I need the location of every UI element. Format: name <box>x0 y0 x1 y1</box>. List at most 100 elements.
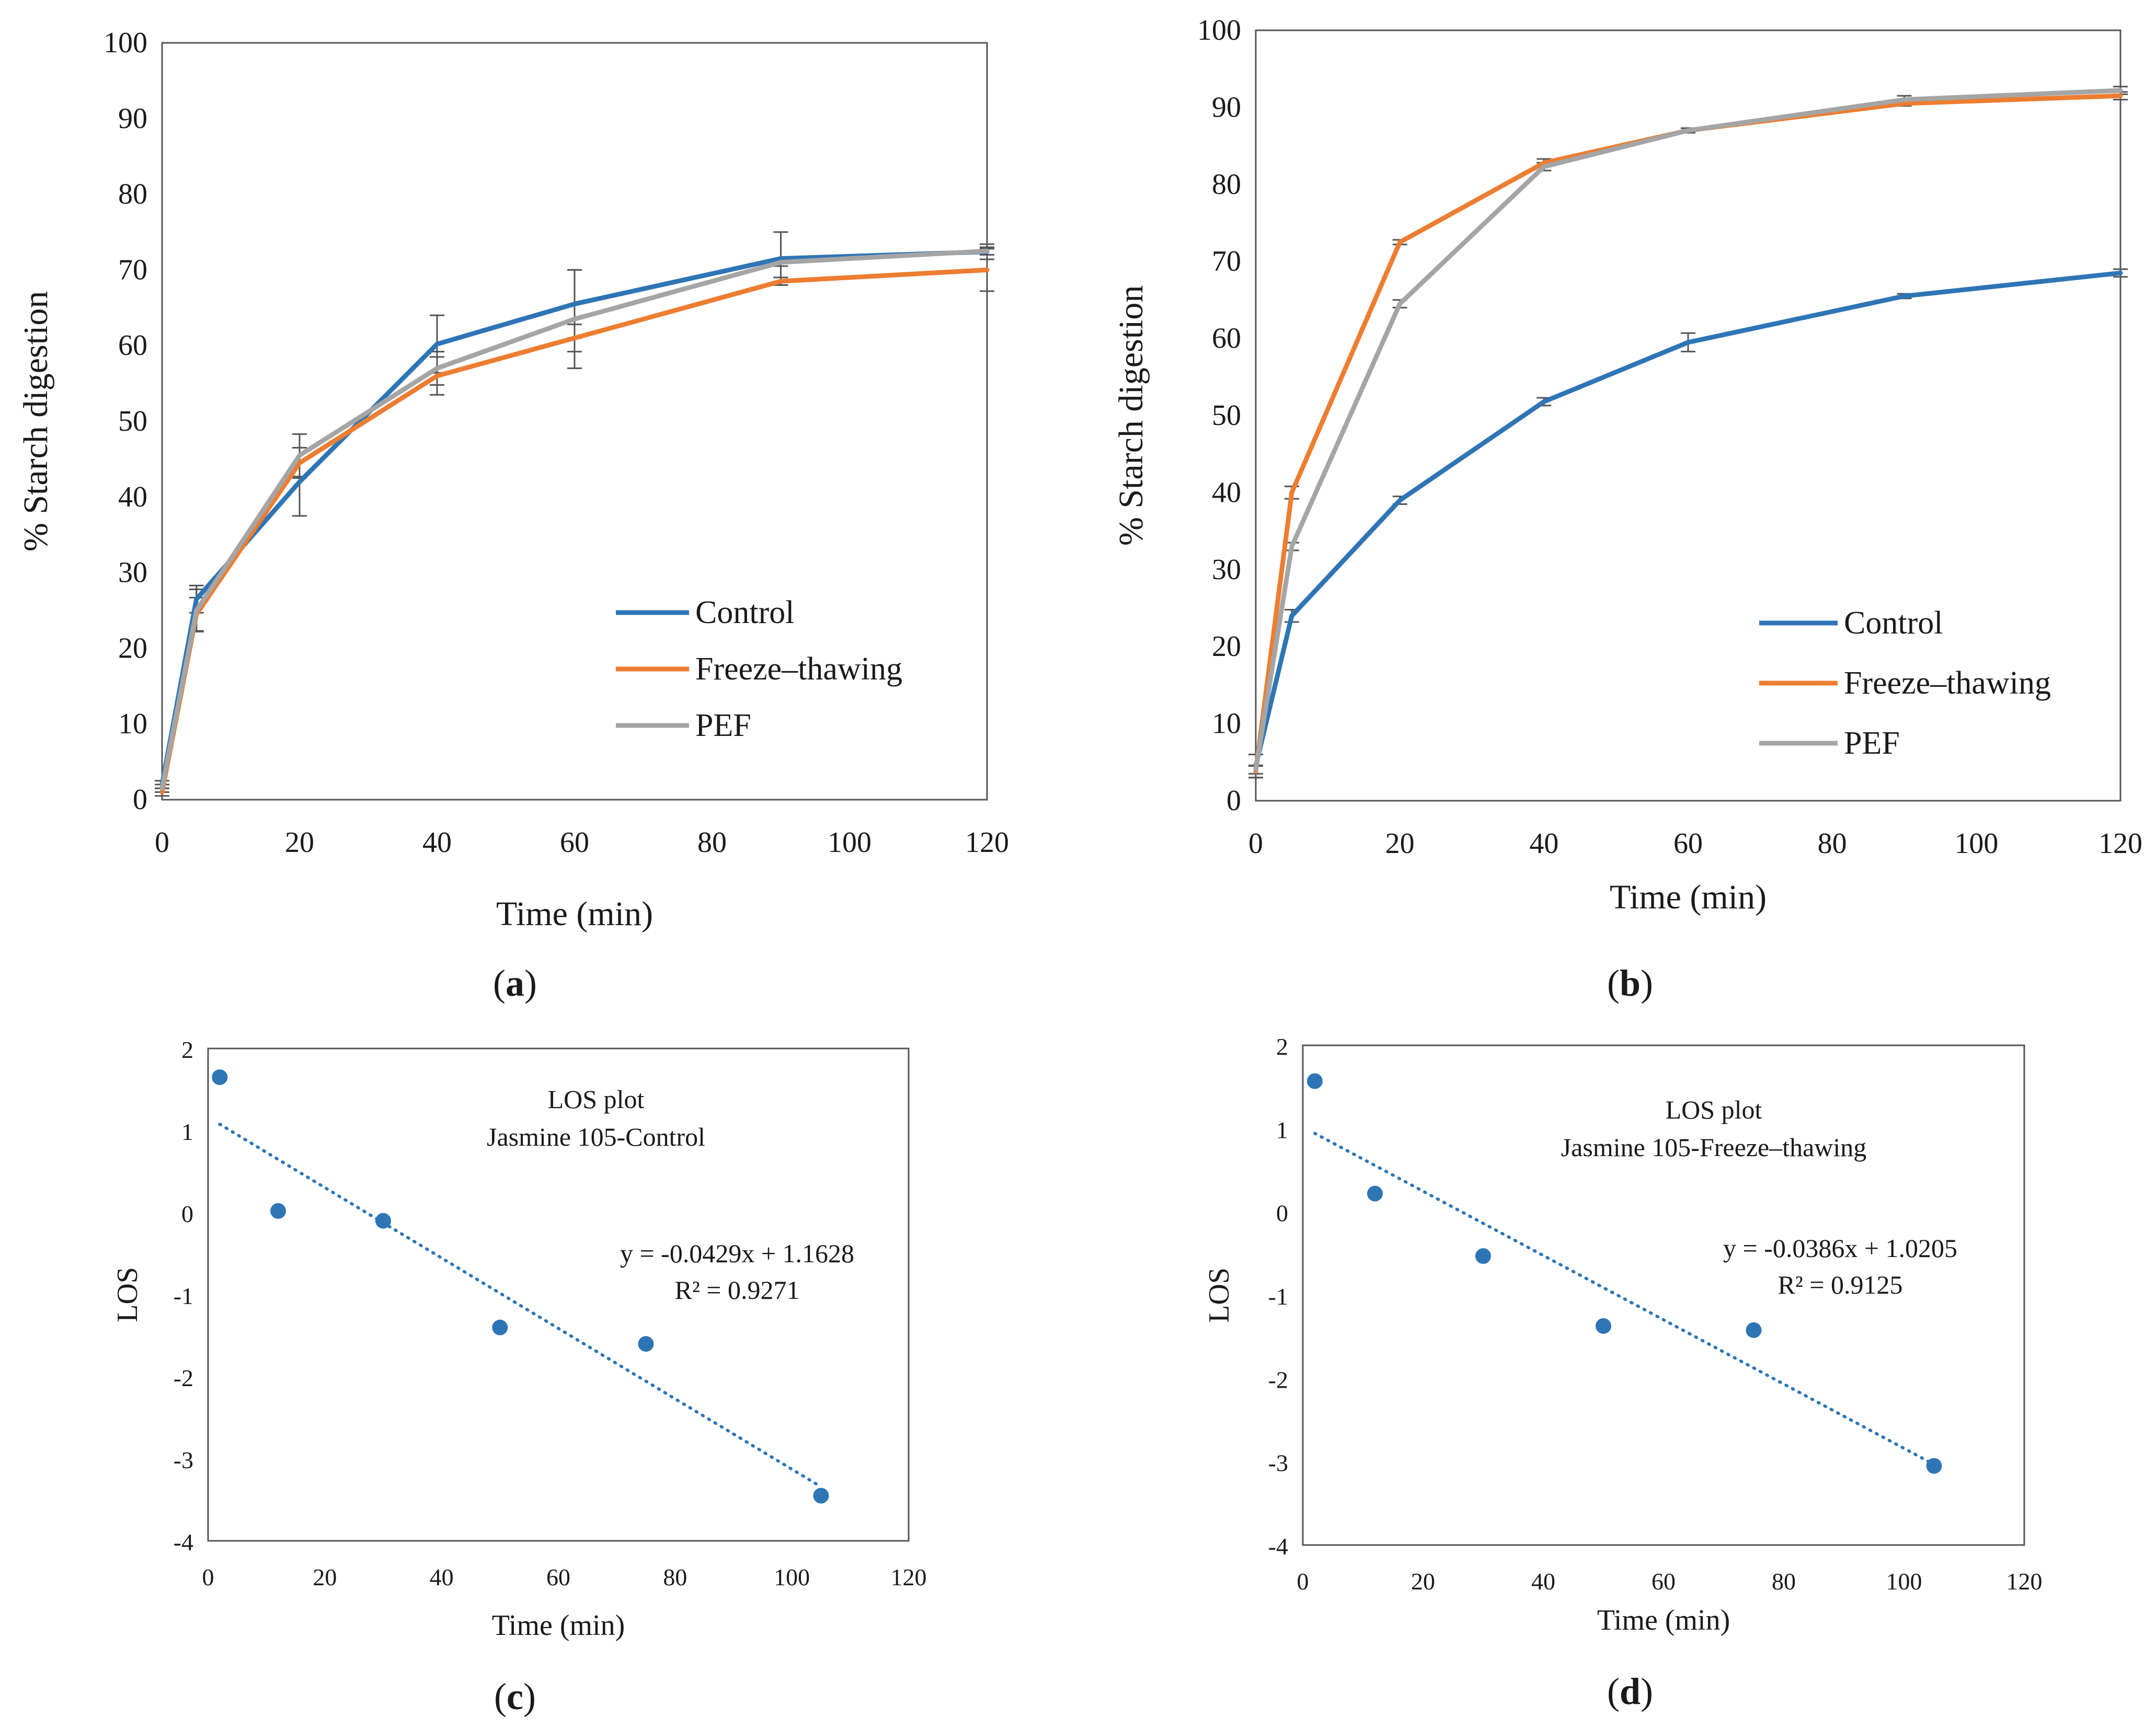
data-point <box>1746 1322 1762 1338</box>
panel-label-open: ( <box>1607 962 1620 1004</box>
plot-title: Jasmine 105-Freeze–thawing <box>1561 1133 1867 1162</box>
panel-label-open: ( <box>1607 1670 1620 1712</box>
chart-b: 0 10 20 30 40 50 60 70 80 90 100 0 20 40 60 80 100 120 Tim… <box>1112 14 2142 1004</box>
series-line <box>159 249 990 787</box>
y-tick-label: -1 <box>1268 1283 1288 1310</box>
trendline <box>218 1122 823 1489</box>
y-tick-label: 2 <box>181 1036 193 1063</box>
data-point <box>1926 1458 1942 1474</box>
panel-label: (d) <box>1607 1670 1653 1712</box>
y-tick-label: 90 <box>1212 91 1241 123</box>
x-tick-label: 0 <box>1297 1568 1309 1595</box>
panel-label-close: ) <box>524 962 537 1004</box>
x-tick-label: 100 <box>828 826 871 859</box>
y-tick-label: -4 <box>174 1529 193 1555</box>
y-tick-label: 0 <box>181 1201 193 1227</box>
chart-a: 0 10 20 30 40 50 60 70 80 90 100 0 20 40 60 80 100 120 Tim… <box>17 27 1009 1004</box>
plot-title: Jasmine 105-Control <box>487 1122 705 1151</box>
y-tick-label: 10 <box>1212 708 1241 740</box>
panel-label-close: ) <box>1641 1670 1653 1712</box>
y-tick-label: 80 <box>1212 168 1241 201</box>
x-axis-title: Time (min) <box>496 895 653 933</box>
panel-label-close: ) <box>523 1676 536 1718</box>
y-tick-label: 10 <box>118 708 147 740</box>
y-tick-label: 40 <box>118 481 147 513</box>
data-point <box>375 1213 391 1229</box>
data-point <box>1596 1318 1611 1334</box>
panel-label-open: ( <box>494 1676 507 1718</box>
y-tick-label: 80 <box>118 178 147 211</box>
x-tick-label: 120 <box>965 826 1009 859</box>
legend-label: Freeze–thawing <box>695 651 902 687</box>
plot-area-frame <box>1302 1044 2025 1546</box>
x-tick-label: 120 <box>2098 827 2142 860</box>
y-axis-title: LOS <box>111 1267 144 1322</box>
x-tick-label: 20 <box>1411 1568 1435 1595</box>
data-point <box>492 1319 508 1335</box>
plot-area-frame <box>161 42 988 801</box>
data-point <box>1367 1185 1383 1202</box>
data-point <box>1307 1073 1323 1089</box>
y-tick-label: 70 <box>1212 245 1241 278</box>
panel-label-letter: a <box>506 962 524 1004</box>
x-tick-label: 60 <box>546 1564 570 1590</box>
x-axis-title: Time (min) <box>1610 878 1767 916</box>
y-tick-label: 30 <box>1212 554 1241 586</box>
x-tick-label: 0 <box>155 826 169 859</box>
legend-label: PEF <box>1844 725 1900 761</box>
y-tick-label: 100 <box>1197 14 1241 47</box>
y-tick-label: 20 <box>118 632 147 664</box>
plot-area-frame <box>1255 29 2121 802</box>
series-pef <box>155 246 994 793</box>
panel-label-letter: b <box>1620 962 1641 1004</box>
y-tick-label: -2 <box>1268 1366 1288 1393</box>
x-tick-label: 100 <box>774 1564 810 1590</box>
y-tick-label: -2 <box>174 1365 193 1391</box>
series-line <box>1253 93 2123 774</box>
panel-label: (b) <box>1607 962 1653 1004</box>
y-tick-label: 0 <box>1226 785 1241 817</box>
x-tick-label: 40 <box>1529 827 1558 860</box>
r-squared: R² = 0.9271 <box>674 1275 799 1305</box>
y-axis-title: LOS <box>1203 1267 1235 1323</box>
plot-title: LOS plot <box>548 1085 645 1114</box>
panel-label-close: ) <box>1641 962 1653 1004</box>
x-axis-title: Time (min) <box>1597 1604 1730 1636</box>
x-tick-label: 20 <box>1385 827 1415 860</box>
trendline-equation: y = -0.0429x + 1.1628 <box>620 1239 854 1268</box>
x-tick-label: 40 <box>1531 1568 1555 1595</box>
trendline-equation: y = -0.0386x + 1.0205 <box>1723 1234 1957 1263</box>
x-tick-label: 20 <box>285 826 314 859</box>
x-tick-label: 60 <box>560 826 589 859</box>
y-tick-label: 100 <box>104 27 147 59</box>
data-point <box>638 1336 654 1352</box>
x-tick-label: 100 <box>1886 1568 1922 1595</box>
panel-label-open: ( <box>493 962 506 1004</box>
x-tick-label: 60 <box>1673 827 1703 860</box>
data-point <box>212 1069 228 1085</box>
legend: Control Freeze–thawing PEF <box>1759 605 2051 761</box>
x-tick-label: 40 <box>422 826 452 859</box>
data-point <box>270 1203 286 1219</box>
x-tick-label: 80 <box>1772 1568 1796 1595</box>
y-tick-label: -3 <box>174 1447 193 1473</box>
y-tick-label: 40 <box>1212 476 1241 509</box>
x-tick-label: 80 <box>697 826 727 859</box>
y-axis-title: % Starch digestion <box>17 291 55 552</box>
y-tick-label: 60 <box>118 329 147 362</box>
x-tick-label: 80 <box>1818 827 1847 860</box>
x-axis-title: Time (min) <box>492 1609 625 1642</box>
series-line <box>1253 270 2123 769</box>
y-tick-label: 1 <box>181 1119 193 1145</box>
y-tick-label: 30 <box>118 557 147 589</box>
y-tick-label: 0 <box>133 783 147 816</box>
x-tick-label: 120 <box>891 1564 927 1590</box>
panel-label: (a) <box>493 962 537 1004</box>
r-squared: R² = 0.9125 <box>1777 1270 1902 1299</box>
series-line <box>159 248 990 791</box>
legend-label: Control <box>695 595 794 630</box>
legend-label: PEF <box>695 708 751 743</box>
y-tick-label: 50 <box>1212 399 1241 432</box>
